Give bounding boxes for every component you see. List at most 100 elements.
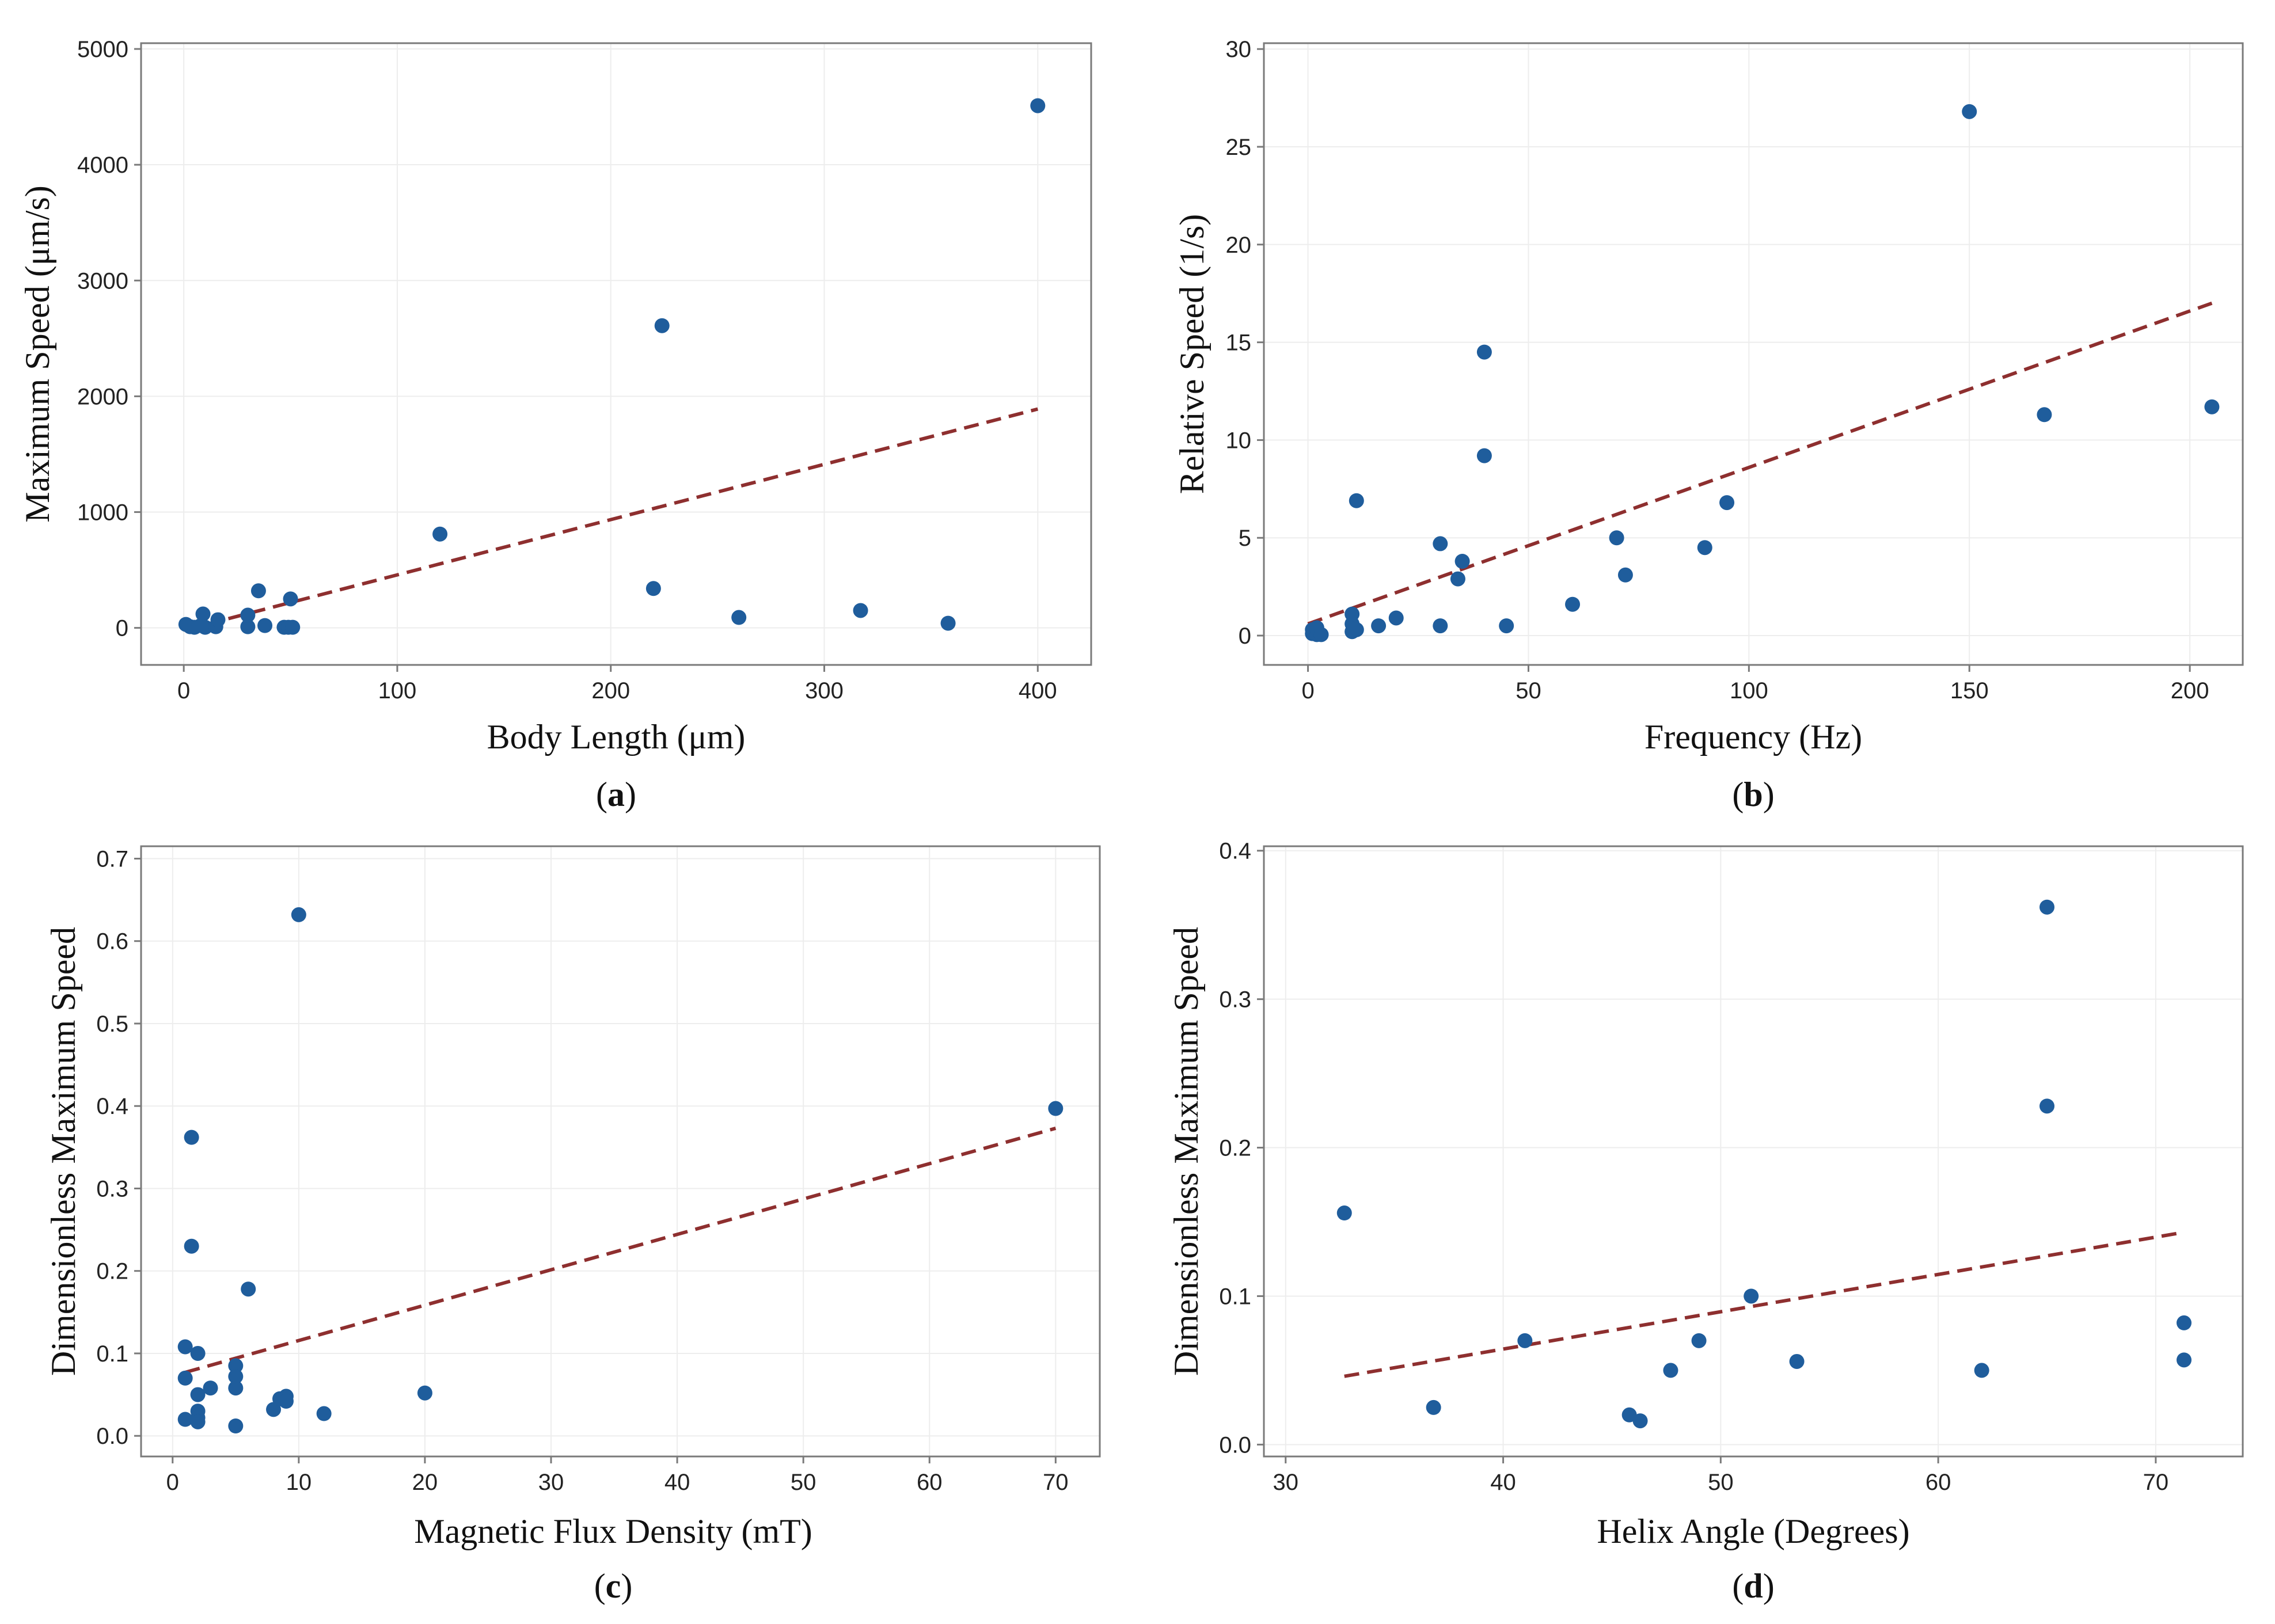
data-point — [190, 1345, 206, 1361]
data-point — [1744, 1288, 1759, 1304]
data-point — [1349, 493, 1364, 508]
data-point — [240, 607, 256, 623]
data-point — [1565, 596, 1581, 612]
data-point — [1499, 618, 1514, 634]
x-tick-label: 400 — [1019, 678, 1057, 703]
x-axis-title: Helix Angle (Degrees) — [1597, 1512, 1909, 1550]
data-point — [1371, 618, 1387, 634]
x-tick-label: 300 — [805, 678, 844, 703]
data-point — [2177, 1352, 2192, 1368]
data-point — [1476, 344, 1492, 360]
data-point — [1719, 495, 1735, 511]
chart-panel-c: 0 10 20 30 40 50 60 70 0.0 0.1 0.2 0.3 0.4 0.5 0.6 0.7 M… — [44, 845, 1101, 1605]
data-point — [731, 610, 747, 625]
data-point — [940, 615, 956, 631]
y-tick-label: 0.1 — [96, 1341, 128, 1367]
y-tick-label: 15 — [1226, 330, 1252, 356]
y-tick-label: 0.1 — [1219, 1284, 1251, 1309]
y-tick-label: 0.3 — [96, 1176, 128, 1201]
x-tick-label: 100 — [378, 678, 417, 703]
data-point — [190, 1414, 206, 1429]
panel-label: (a) — [596, 775, 636, 813]
y-tick-label: 0.2 — [96, 1259, 128, 1284]
plot-area — [140, 42, 1092, 666]
y-tick-label: 0 — [1239, 623, 1251, 649]
data-point — [1313, 627, 1329, 642]
y-tick-label: 1000 — [77, 500, 128, 526]
data-point — [195, 606, 211, 622]
data-point — [1450, 571, 1465, 587]
x-tick-label: 200 — [591, 678, 630, 703]
data-point — [228, 1358, 244, 1374]
x-tick-label: 60 — [1925, 1470, 1951, 1495]
data-point — [1433, 618, 1448, 634]
panel-label: (d) — [1732, 1567, 1774, 1605]
y-tick-label: 0.0 — [1219, 1432, 1251, 1458]
data-point — [1433, 536, 1448, 552]
x-tick-label: 30 — [538, 1470, 564, 1495]
y-tick-label: 0.5 — [96, 1011, 128, 1037]
x-axis-title: Frequency (Hz) — [1644, 718, 1862, 756]
x-tick-label: 0 — [177, 678, 190, 703]
y-tick-label: 0.3 — [1219, 987, 1251, 1013]
data-point — [184, 1238, 199, 1254]
x-tick-label: 40 — [664, 1470, 690, 1495]
x-axis-title: Magnetic Flux Density (mT) — [414, 1512, 812, 1550]
plot-area — [1263, 845, 2244, 1458]
x-tick-label: 40 — [1490, 1470, 1516, 1495]
panel-label: (c) — [594, 1567, 633, 1605]
x-axis-title: Body Length (μm) — [487, 718, 746, 756]
plot-border — [1263, 845, 2244, 1458]
x-tick-label: 50 — [1708, 1470, 1734, 1495]
data-point — [184, 1129, 199, 1145]
panel-label: (b) — [1732, 775, 1774, 813]
y-axis-title: Relative Speed (1/s) — [1173, 214, 1211, 495]
data-point — [190, 1387, 206, 1402]
y-tick-label: 0.4 — [96, 1094, 128, 1119]
y-tick-label: 0.4 — [1219, 839, 1251, 864]
data-point — [177, 1339, 193, 1355]
data-point — [1476, 448, 1492, 463]
x-tick-label: 150 — [1950, 678, 1989, 703]
x-tick-label: 30 — [1273, 1470, 1299, 1495]
data-point — [257, 618, 273, 633]
y-tick-label: 0.6 — [96, 929, 128, 954]
y-tick-label: 10 — [1226, 428, 1252, 453]
data-point — [228, 1418, 244, 1433]
x-tick-label: 50 — [1516, 678, 1541, 703]
y-axis-title: Dimensionless Maximum Speed — [1167, 927, 1205, 1376]
data-point — [1336, 1205, 1352, 1221]
data-point — [1454, 554, 1470, 569]
data-point — [645, 581, 661, 596]
data-point — [1617, 567, 1633, 583]
x-tick-label: 100 — [1730, 678, 1768, 703]
data-point — [1789, 1353, 1805, 1369]
y-tick-label: 0 — [116, 616, 128, 641]
data-point — [291, 907, 306, 922]
trendline — [183, 407, 1039, 632]
chart-panel-b: 0 50 100 150 200 0 5 10 15 20 25 30 Frequency (Hz) Re… — [1173, 37, 2244, 813]
data-point — [1345, 606, 1360, 622]
data-point — [177, 1370, 193, 1386]
data-point — [417, 1385, 432, 1401]
y-tick-label: 20 — [1226, 233, 1252, 258]
data-point — [853, 603, 868, 618]
trendline — [1344, 1230, 2185, 1378]
y-axis-title: Maximum Speed (μm/s) — [18, 185, 56, 522]
data-point — [1691, 1333, 1707, 1348]
plot-area — [140, 845, 1101, 1458]
y-tick-label: 5 — [1239, 526, 1251, 551]
trendline — [184, 1127, 1057, 1374]
data-point — [1962, 104, 1977, 119]
data-point — [1609, 530, 1624, 546]
x-tick-label: 60 — [917, 1470, 943, 1495]
data-point — [2039, 899, 2054, 915]
data-point — [278, 1394, 294, 1409]
x-tick-label: 70 — [1043, 1470, 1069, 1495]
y-tick-label: 25 — [1226, 135, 1252, 160]
data-point — [1663, 1363, 1678, 1378]
data-point — [250, 583, 266, 599]
data-point — [2039, 1098, 2054, 1114]
y-tick-label: 3000 — [77, 268, 128, 294]
